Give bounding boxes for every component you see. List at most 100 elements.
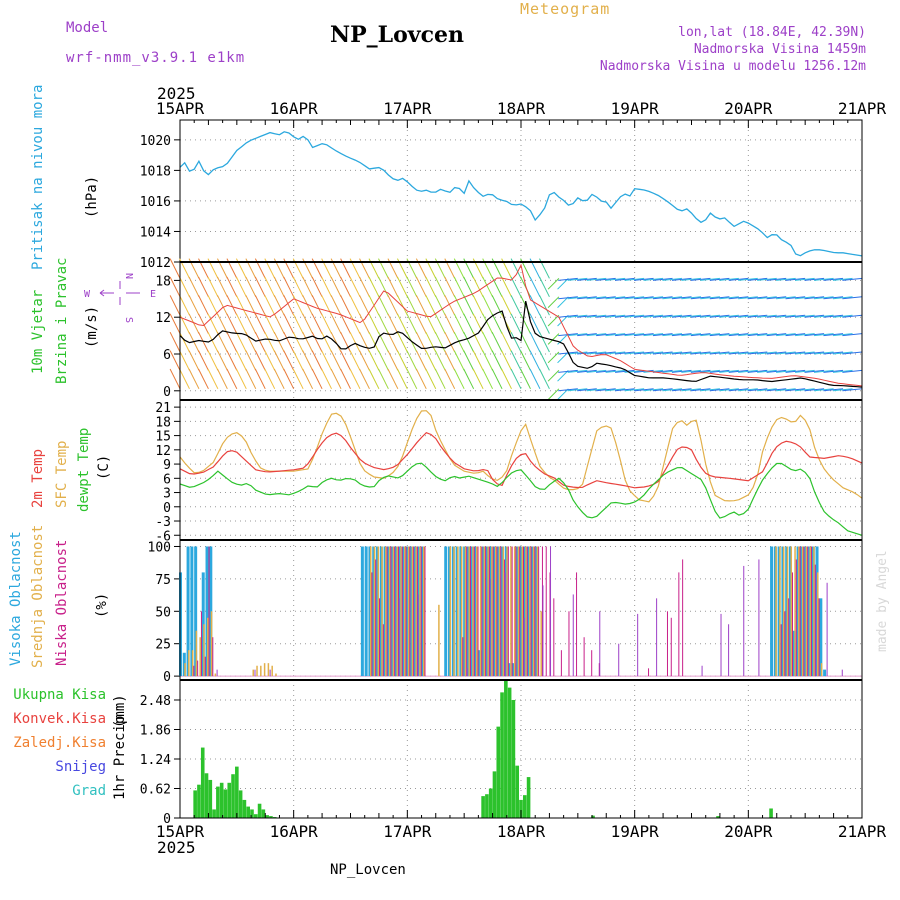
temp-tick-label: 18 [155, 415, 171, 430]
wind-arrow [226, 313, 238, 334]
precip-bar [216, 786, 220, 818]
cloud-low-bar [469, 546, 471, 677]
wind-arrow [245, 368, 257, 390]
wind-arrow [615, 296, 635, 300]
wind-arrow [321, 313, 333, 334]
wind-arrow [207, 276, 219, 298]
cloud-low-bar [553, 598, 555, 677]
wind-arrow [283, 276, 295, 298]
wind-arrow [624, 277, 645, 281]
wind-arrow [444, 350, 456, 371]
cloud-mid-bar [483, 546, 486, 677]
compass-west: W [84, 289, 91, 300]
cloud-mid-bar [419, 546, 421, 677]
cloud-low-bar [492, 546, 494, 677]
cloud-low-bar [538, 546, 540, 677]
wind-arrow [444, 368, 456, 390]
wind-arrow [264, 350, 276, 371]
pressure-tick-label: 1016 [140, 195, 171, 210]
wind-arrow [558, 314, 578, 318]
cloud-mid-bar [775, 546, 777, 677]
wind-arrow [804, 388, 825, 392]
wind-arrow [273, 276, 285, 298]
wind-arrow [406, 295, 418, 316]
precip-legend-item: Ukupna Kisa [13, 687, 106, 703]
dewpoint-line [179, 462, 863, 536]
wind-arrow [529, 350, 541, 371]
x-tick-label: 20APR [724, 99, 773, 118]
wind-arrow [700, 296, 720, 300]
x-axis-top: 15APR 16APR 17APR 18APR 19APR 20APR 21APR [156, 99, 886, 128]
wind-arrow [444, 295, 456, 316]
wind-arrow [652, 296, 673, 300]
wind-arrow [832, 388, 853, 392]
wind-arrow [557, 370, 569, 382]
wind-arrow [463, 368, 475, 390]
cloud-low-bar [413, 546, 415, 677]
cloud-mid-bar [536, 546, 539, 677]
wind-arrow [671, 296, 692, 300]
cloud-mid-bar [252, 669, 254, 677]
wind-arrow [690, 388, 711, 392]
wind-arrow [273, 313, 285, 334]
wind-arrow [254, 295, 266, 316]
wind-arrow [719, 333, 739, 337]
cloud-low-extra-bar [599, 611, 601, 677]
cloud-mid-bar [510, 546, 512, 677]
cloud-low-bar [682, 559, 684, 677]
cloud-mid-bar [263, 663, 266, 677]
wind-arrow [700, 277, 720, 281]
cloud-mid-bar [476, 546, 478, 677]
cloud-mid-bar [464, 546, 467, 677]
wind-arrow [510, 331, 522, 353]
cloud-mid-bar [210, 611, 213, 677]
cloud-low-extra-bar [572, 594, 574, 677]
wind-arrow [330, 368, 342, 390]
wind-arrow [188, 313, 200, 334]
wind-arrow [813, 351, 834, 355]
cloud-low-bar [810, 546, 812, 677]
wind-arrow [633, 296, 654, 300]
wind-arrow [292, 368, 304, 390]
wind-arrow [226, 276, 238, 298]
cloud-mid-bar [415, 546, 417, 677]
wind-arrow [406, 313, 418, 334]
wind-arrow [624, 333, 645, 337]
wind-arrow [198, 313, 209, 334]
wind-arrow [463, 295, 475, 316]
temp-tick-label: 6 [163, 472, 171, 487]
cloud-mid-bar [184, 663, 186, 677]
cloud-low-extra-bar [656, 598, 658, 677]
wind-arrow [491, 368, 503, 390]
wind-arrow [273, 368, 285, 390]
wind-arrow [179, 295, 190, 316]
wind-arrow [804, 369, 825, 373]
wind-arrow [728, 277, 749, 281]
cloud-mid-bar [529, 546, 531, 677]
wind-arrow [557, 314, 569, 327]
precip-bar [227, 782, 232, 818]
wind-arrow [624, 351, 645, 355]
wind-arrow [226, 295, 238, 316]
wind-arrow [633, 277, 654, 281]
precip-bar [511, 699, 516, 818]
temp-tick-label: 21 [155, 401, 171, 416]
wind-arrow [842, 296, 863, 300]
wind-arrow [207, 295, 219, 316]
cloud-mid-bar [794, 546, 796, 677]
x-tick-label: 20APR [724, 822, 773, 841]
cloud-high-bar [360, 546, 364, 677]
wind-arrow [359, 350, 370, 371]
wind-arrow [643, 388, 664, 392]
pressure-ylabel: Pritisak na nivou mora [30, 85, 46, 270]
cloud-mid-bar [381, 546, 383, 677]
wind-arrow [596, 369, 616, 373]
wind-arrow [330, 276, 342, 298]
cloud-low-bar [519, 546, 521, 677]
wind-ylabel-2: Brzina i Pravac [54, 258, 70, 384]
wind-arrow [547, 351, 560, 364]
pressure-unit: (hPa) [84, 176, 100, 218]
wind-arrow [785, 333, 806, 337]
wind-arrow [671, 351, 692, 355]
